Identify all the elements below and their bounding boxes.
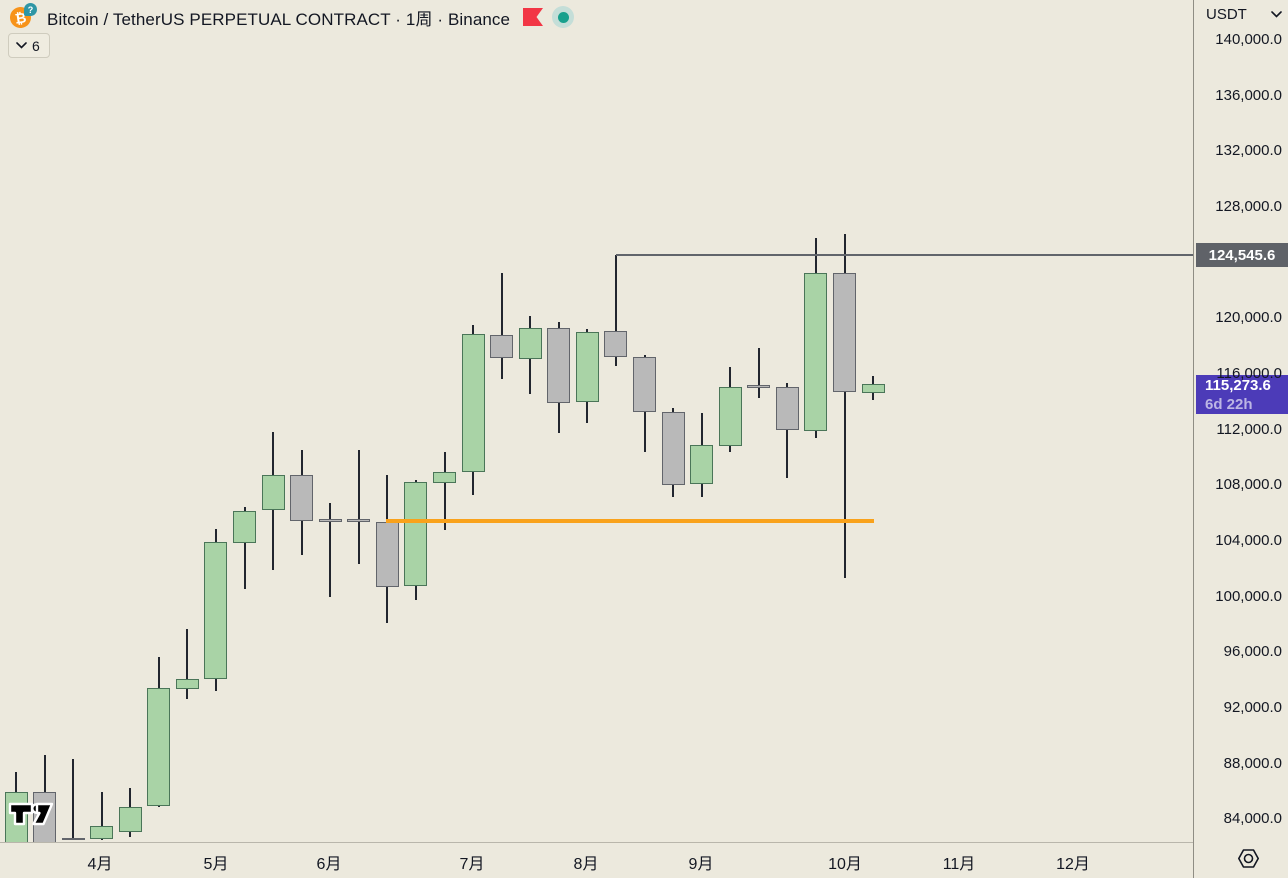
candle-body	[318, 519, 342, 522]
candle-body	[461, 333, 485, 472]
time-tick-label: 7月	[459, 856, 485, 873]
symbol-logo: ₿ ?	[8, 3, 38, 30]
candle-wick	[357, 450, 360, 564]
candle-body	[175, 679, 199, 690]
candle-body	[861, 384, 885, 393]
bar-close-countdown: 6d 22h	[1205, 395, 1253, 413]
last-price-label-badge: 115,273.6 6d 22h	[1196, 375, 1288, 415]
candle-wick	[443, 451, 446, 531]
axis-settings-gear-icon[interactable]	[1238, 849, 1259, 873]
candle-body	[633, 357, 657, 413]
time-tick-label: 5月	[203, 856, 229, 873]
horizontal-segment-drawing[interactable]	[386, 519, 874, 523]
flag-icon[interactable]	[523, 8, 544, 26]
tradingview-logo[interactable]	[8, 792, 54, 839]
candle-body	[490, 335, 514, 358]
candle-body	[204, 542, 228, 680]
indicators-collapse-button[interactable]: 6	[8, 33, 50, 58]
indicators-count: 6	[32, 37, 40, 54]
symbol-title[interactable]: Bitcoin / TetherUS PERPETUAL CONTRACT · …	[47, 9, 511, 29]
time-tick-label: 9月	[688, 856, 714, 873]
candle-body	[547, 327, 571, 403]
candle-wick	[757, 348, 760, 398]
price-tick-label: 92,000.0	[1223, 699, 1282, 717]
candle-body	[833, 272, 857, 392]
chevron-down-icon	[1271, 11, 1282, 18]
candle-body	[61, 838, 85, 841]
chevron-down-icon	[16, 42, 27, 49]
candle-wick	[72, 758, 75, 840]
candle-body	[518, 327, 542, 359]
candle-body	[290, 475, 314, 521]
candle-wick	[786, 383, 789, 478]
candle-body	[718, 386, 742, 446]
candle-wick	[100, 792, 103, 840]
chart-plot-area[interactable]	[0, 0, 1193, 842]
question-bubble-icon: ?	[24, 3, 37, 16]
price-tick-label: 120,000.0	[1215, 309, 1282, 327]
price-tick-label: 112,000.0	[1216, 420, 1282, 438]
price-tick-label: 132,000.0	[1215, 142, 1282, 160]
candle-body	[90, 826, 114, 840]
market-open-dot	[557, 11, 569, 23]
time-tick-label: 11月	[942, 856, 976, 873]
candle-body	[775, 386, 799, 430]
time-tick-label: 10月	[828, 856, 862, 873]
chart-header: ₿ ? Bitcoin / TetherUS PERPETUAL CONTRAC…	[8, 3, 575, 30]
time-tick-label: 8月	[573, 856, 599, 873]
candle-body	[433, 472, 457, 483]
candle-body	[147, 688, 171, 807]
candle-body	[404, 482, 428, 586]
price-tick-label: 96,000.0	[1223, 643, 1282, 661]
price-tick-label: 84,000.0	[1223, 810, 1282, 828]
candle-wick	[500, 272, 503, 380]
price-tick-label: 116,000.0	[1216, 365, 1282, 383]
price-tick-label: 108,000.0	[1215, 476, 1282, 494]
candle-body	[661, 412, 685, 486]
candle-body	[690, 445, 714, 484]
candle-wick	[243, 507, 246, 590]
time-axis[interactable]: 4月 5月 6月 7月 8月 9月 10月 11月 12月	[0, 842, 1288, 878]
price-tick-label: 104,000.0	[1215, 532, 1282, 550]
candle-wick	[843, 234, 846, 579]
price-tick-label: 140,000.0	[1215, 31, 1282, 48]
market-status-icon[interactable]	[552, 6, 575, 28]
candle-body	[118, 807, 142, 833]
quote-currency-selector[interactable]: USDT	[1206, 6, 1282, 23]
time-tick-label: 4月	[87, 856, 113, 873]
horizontal-ray-drawing[interactable]	[615, 254, 1193, 257]
candle-wick	[186, 629, 189, 699]
candle-body	[575, 331, 599, 402]
candle-body	[375, 521, 399, 588]
time-tick-label: 12月	[1056, 856, 1090, 873]
candle-wick	[329, 503, 332, 597]
candle-body	[804, 272, 828, 431]
price-tick-label: 128,000.0	[1215, 198, 1282, 215]
candle-body	[347, 519, 371, 522]
quote-currency-label: USDT	[1206, 6, 1247, 23]
candle-wick	[614, 255, 617, 366]
price-tick-label: 136,000.0	[1215, 86, 1282, 104]
time-tick-label: 6月	[316, 856, 342, 873]
price-tick-label: 88,000.0	[1223, 754, 1282, 772]
candle-body	[604, 331, 628, 358]
high-price-label-badge: 124,545.6	[1196, 243, 1288, 268]
candle-body	[747, 385, 771, 388]
candle-body	[233, 510, 257, 543]
candle-body	[261, 475, 285, 510]
price-axis[interactable]: USDT 124,545.6 115,273.6 6d 22h 140,000.…	[1193, 0, 1288, 878]
high-price-value: 124,545.6	[1208, 246, 1276, 264]
last-price-value: 115,273.6	[1205, 376, 1271, 394]
price-tick-label: 100,000.0	[1215, 587, 1282, 605]
